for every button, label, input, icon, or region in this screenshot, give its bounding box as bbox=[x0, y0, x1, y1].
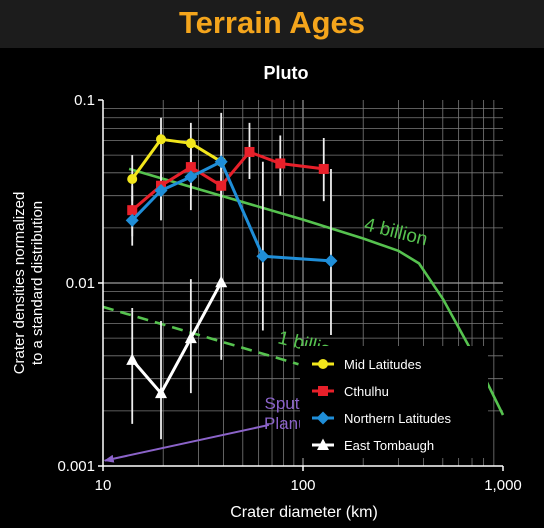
data-point bbox=[256, 249, 270, 263]
data-point bbox=[155, 386, 168, 399]
x-tick-label: 10 bbox=[95, 477, 112, 494]
isochron-line bbox=[128, 167, 505, 416]
series-cthulhu bbox=[127, 146, 329, 216]
legend-marker bbox=[318, 359, 328, 369]
y-axis-label-line1: Crater densities normalized bbox=[11, 192, 28, 375]
x-tick-label: 1,000 bbox=[484, 477, 522, 494]
annotation-arrow bbox=[103, 423, 270, 463]
y-tick-label: 0.001 bbox=[57, 458, 95, 475]
data-point bbox=[185, 138, 196, 149]
data-point bbox=[318, 163, 329, 174]
y-tick-label: 0.1 bbox=[74, 92, 95, 109]
series-line bbox=[131, 160, 332, 263]
x-axis-label: Crater diameter (km) bbox=[230, 504, 378, 521]
series-east-tombaugh bbox=[126, 275, 228, 399]
data-point bbox=[126, 353, 139, 365]
legend-marker bbox=[317, 438, 329, 450]
data-point bbox=[184, 331, 197, 344]
data-point bbox=[156, 134, 167, 145]
legend-label: East Tombaugh bbox=[344, 438, 434, 453]
page-title: Terrain Ages bbox=[178, 5, 366, 40]
legend-label: Mid Latitudes bbox=[344, 357, 422, 372]
data-point bbox=[125, 213, 139, 227]
series-line bbox=[131, 281, 223, 395]
data-point bbox=[127, 174, 138, 185]
legend-label: Northern Latitudes bbox=[344, 411, 451, 426]
error-bars bbox=[131, 112, 332, 335]
legend-label: Cthulhu bbox=[344, 384, 389, 399]
data-point bbox=[154, 184, 168, 198]
y-axis-label: Crater densities normalized to a standar… bbox=[11, 192, 46, 375]
data-point bbox=[184, 170, 198, 184]
isochron-line bbox=[102, 305, 299, 366]
data-point bbox=[215, 275, 228, 288]
header-bar: Terrain Ages bbox=[0, 0, 544, 48]
legend: Mid Latitudes Cthulhu Northern Latitudes Ea… bbox=[300, 346, 488, 458]
data-point bbox=[275, 158, 286, 169]
series-line bbox=[130, 137, 222, 180]
data-point bbox=[244, 146, 255, 157]
data-point bbox=[214, 155, 228, 169]
data-point bbox=[185, 162, 196, 173]
data-series bbox=[125, 112, 338, 440]
y-axis-label-line2: to a standard distribution bbox=[29, 201, 46, 365]
isochron-label: 4 billion bbox=[362, 214, 430, 250]
legend-marker bbox=[318, 386, 328, 396]
data-point bbox=[127, 205, 138, 216]
data-point bbox=[324, 254, 338, 268]
series-northern-latitudes bbox=[125, 155, 338, 268]
legend-marker bbox=[316, 411, 330, 425]
data-point bbox=[216, 180, 227, 191]
chart-title: Pluto bbox=[264, 63, 309, 83]
y-tick-label: 0.01 bbox=[66, 275, 95, 292]
x-tick-label: 100 bbox=[290, 477, 315, 494]
axes: 10 100 1,000 0.001 0.01 0.1 bbox=[57, 92, 521, 494]
